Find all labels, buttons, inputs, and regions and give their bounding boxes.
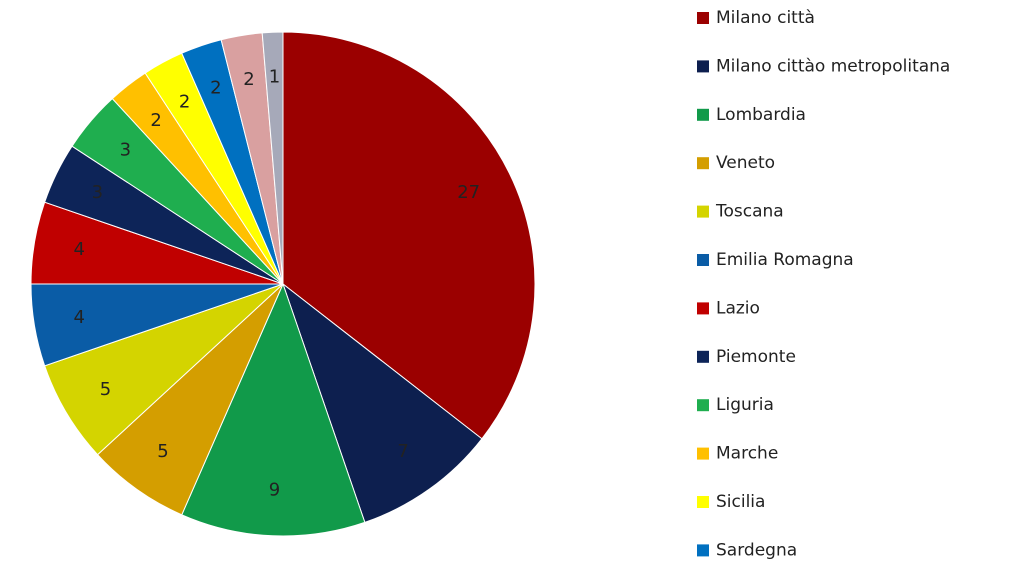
legend-swatch bbox=[697, 108, 709, 121]
legend-label: Lazio bbox=[716, 298, 760, 318]
legend-label: Milano città bbox=[716, 8, 815, 28]
value-label: 2 bbox=[179, 91, 190, 112]
legend-swatch bbox=[697, 447, 709, 460]
value-label: 3 bbox=[120, 139, 131, 160]
legend-label: Piemonte bbox=[716, 347, 796, 367]
value-label: 4 bbox=[73, 307, 84, 328]
legend-swatch bbox=[697, 350, 709, 363]
legend-label: Lombardia bbox=[716, 105, 806, 125]
value-label: 2 bbox=[150, 110, 161, 131]
value-label: 2 bbox=[243, 69, 254, 90]
pie-slice bbox=[261, 31, 284, 285]
value-label: 5 bbox=[157, 441, 168, 462]
legend-label: Marche bbox=[716, 444, 778, 464]
pie-slice bbox=[281, 282, 483, 523]
pie-slice bbox=[282, 31, 536, 440]
legend-label: Veneto bbox=[716, 153, 775, 173]
value-label: 4 bbox=[73, 239, 84, 260]
legend-swatch bbox=[697, 60, 709, 73]
legend-swatch bbox=[697, 302, 709, 315]
legend-label: Sicilia bbox=[716, 492, 765, 512]
legend-swatch bbox=[697, 496, 709, 508]
pie-slice bbox=[181, 282, 366, 537]
value-label: 2 bbox=[210, 78, 221, 99]
value-label: 7 bbox=[397, 441, 408, 462]
value-label: 9 bbox=[269, 479, 280, 500]
legend-swatch bbox=[697, 399, 709, 412]
legend-label: Toscana bbox=[715, 202, 784, 222]
legend-swatch bbox=[697, 254, 709, 266]
legend-swatch bbox=[697, 12, 709, 24]
legend-swatch bbox=[697, 157, 709, 170]
legend-label: Liguria bbox=[716, 395, 774, 415]
legend-label: Emilia Romagna bbox=[716, 250, 854, 270]
value-label: 1 bbox=[269, 67, 280, 88]
legend-label: Milano cittào metropolitana bbox=[716, 56, 950, 76]
legend-label: Sardegna bbox=[716, 540, 797, 560]
value-label: 5 bbox=[100, 379, 111, 400]
legend-swatch bbox=[697, 544, 709, 557]
value-label: 3 bbox=[92, 182, 103, 203]
legend-swatch bbox=[697, 205, 709, 218]
value-label: 27 bbox=[457, 182, 480, 203]
